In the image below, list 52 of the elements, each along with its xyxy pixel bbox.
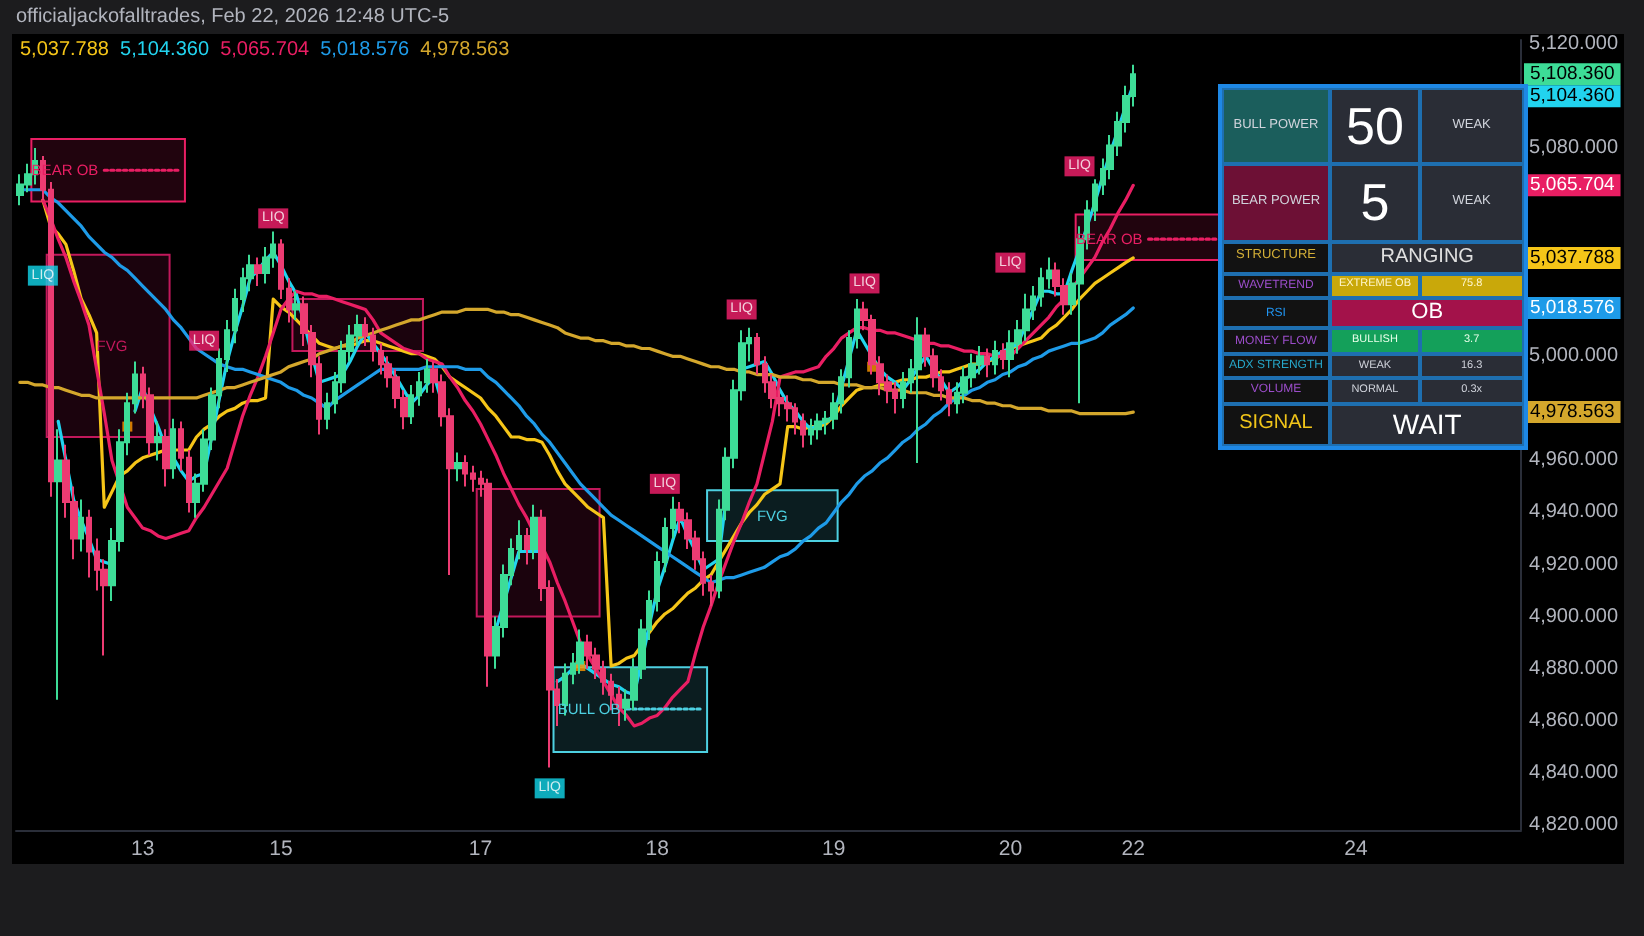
- candlestick: [984, 347, 990, 379]
- y-tick-label: 4,860.000: [1529, 709, 1619, 732]
- candlestick: [162, 428, 170, 488]
- x-tick-label: 17: [468, 837, 493, 861]
- y-tick-label: 5,000.000: [1529, 345, 1619, 368]
- candlestick: [484, 477, 492, 688]
- annotation: OB: [1330, 298, 1524, 328]
- annotation: 5: [1330, 164, 1420, 242]
- y-tick-label: 4,820.000: [1529, 813, 1619, 836]
- candlestick: [462, 454, 468, 488]
- annotation: WAIT: [1330, 403, 1524, 447]
- y-tick-label: 4,840.000: [1529, 761, 1619, 784]
- candlestick: [808, 417, 814, 446]
- y-tick-label: 4,900.000: [1529, 605, 1619, 628]
- candlestick: [814, 412, 822, 441]
- text: 5,108.360: [1530, 63, 1615, 86]
- candlestick: [914, 316, 922, 465]
- y-tick-label: 4,880.000: [1529, 657, 1619, 680]
- x-tick-label: 20: [998, 837, 1023, 861]
- y-tick-label: 4,920.000: [1529, 553, 1619, 576]
- candlestick: [292, 290, 300, 321]
- candlestick: [524, 527, 530, 566]
- y-tick-label: 4,960.000: [1529, 449, 1619, 472]
- text: 5,037.788: [1530, 246, 1615, 269]
- candlestick: [1000, 342, 1006, 371]
- text: 5,065.704: [1530, 174, 1615, 197]
- chart-subtitle: 5,037.788 5,104.360 5,065.704 5,018.576 4,978.563: [20, 39, 511, 61]
- candlestick: [54, 428, 62, 701]
- candlestick: [530, 503, 538, 561]
- y-tick-label: 5,120.000: [1529, 33, 1619, 55]
- text: 4,978.563: [1530, 401, 1615, 424]
- candlestick: [170, 417, 176, 480]
- annotation: SIGNAL: [1221, 403, 1331, 447]
- candlestick: [154, 420, 162, 462]
- candlestick: [454, 451, 462, 483]
- x-tick-label: 19: [822, 837, 846, 861]
- annotation: RANGING: [1330, 241, 1524, 274]
- candlestick: [78, 498, 84, 553]
- candlestick: [892, 381, 898, 415]
- candlestick: [254, 256, 262, 288]
- text: 5,018.576: [1530, 296, 1615, 319]
- candlestick: [992, 339, 998, 376]
- x-tick-label: 22: [1121, 837, 1146, 861]
- x-tick-label: 18: [645, 837, 670, 861]
- y-tick-label: 5,080.000: [1529, 137, 1619, 160]
- text: 5,104.360: [1530, 85, 1615, 108]
- x-tick-label: 13: [131, 837, 155, 861]
- annotation: 50: [1330, 88, 1420, 165]
- chart-title: officialjackofalltrades, Feb 22, 2026 12:48 UTC-5: [16, 6, 450, 28]
- x-tick-label: 24: [1344, 837, 1368, 861]
- y-tick-label: 4,940.000: [1529, 501, 1619, 524]
- x-tick-label: 15: [269, 837, 293, 861]
